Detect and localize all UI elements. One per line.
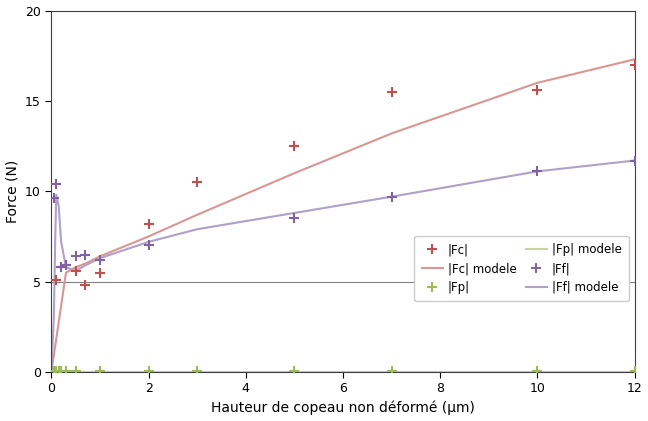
Y-axis label: Force (N): Force (N) xyxy=(6,160,19,223)
Legend: |Fc|, |Fc| modele, |Fp|, |Fp| modele, |Ff|, |Ff| modele: |Fc|, |Fc| modele, |Fp|, |Fp| modele, |F… xyxy=(415,236,629,301)
X-axis label: Hauteur de copeau non déformé (µm): Hauteur de copeau non déformé (µm) xyxy=(211,401,475,416)
